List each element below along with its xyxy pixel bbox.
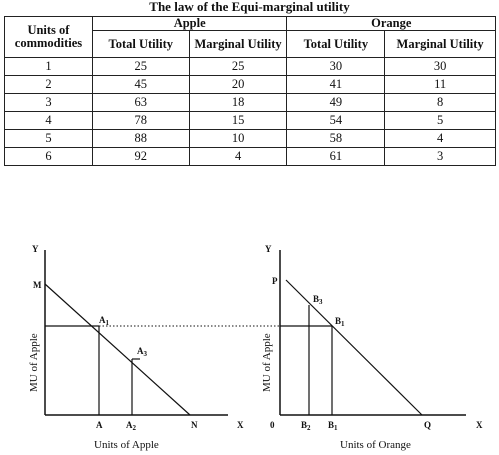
header-orange: Orange <box>286 16 496 31</box>
orange-tick-b2: B2 <box>301 420 311 432</box>
apple-y-title: MU of Apple <box>28 333 40 392</box>
header-apple-marginal-utility: Marginal Utility <box>188 30 288 58</box>
cell-units: 2 <box>4 75 93 94</box>
apple-x-label: X <box>237 420 244 430</box>
table-header-row: Units of commodities Apple Orange <box>4 16 496 58</box>
apple-point-a3: A3 <box>137 346 148 358</box>
table-row: 5 88 10 58 4 <box>4 129 496 148</box>
orange-tick-b1: B1 <box>328 420 338 432</box>
cell-apple-tu: 25 <box>91 57 190 76</box>
cell-apple-mu: 20 <box>188 75 288 94</box>
cell-units: 6 <box>4 147 93 166</box>
cell-units: 1 <box>4 57 93 76</box>
cell-apple-tu: 92 <box>91 147 190 166</box>
table-row: 6 92 4 61 3 <box>4 147 496 166</box>
apple-mu-curve <box>44 283 191 416</box>
orange-point-b3: B3 <box>313 294 323 306</box>
table-row: 3 63 18 49 8 <box>4 93 496 112</box>
cell-orange-tu: 61 <box>286 147 386 166</box>
orange-graph: Y P B3 B1 0 B2 B1 Q X MU of Apple Units … <box>261 244 483 451</box>
orange-point-q: Q <box>424 420 431 430</box>
orange-x-label: X <box>476 420 483 430</box>
orange-mu-curve <box>285 279 423 416</box>
orange-point-p: P <box>272 276 278 286</box>
header-apple-total-utility: Total Utility <box>91 30 190 58</box>
orange-point-b1: B1 <box>335 316 345 328</box>
table-row: 4 78 15 54 5 <box>4 111 496 130</box>
cell-apple-tu: 88 <box>91 129 190 148</box>
apple-graph: Y M A1 A3 A A2 N X MU of Apple Units of … <box>28 244 244 451</box>
apple-point-m: M <box>33 280 42 290</box>
table-row: 1 25 25 30 30 <box>4 57 496 76</box>
cell-apple-tu: 63 <box>91 93 190 112</box>
apple-point-n: N <box>191 420 198 430</box>
utility-table: Units of commodities Apple Orange Total … <box>4 16 496 166</box>
cell-apple-mu: 10 <box>188 129 288 148</box>
cell-apple-mu: 15 <box>188 111 288 130</box>
cell-apple-mu: 25 <box>188 57 288 76</box>
cell-orange-mu: 11 <box>384 75 496 94</box>
cell-orange-mu: 3 <box>384 147 496 166</box>
cell-units: 3 <box>4 93 93 112</box>
cell-apple-tu: 45 <box>91 75 190 94</box>
cell-orange-mu: 5 <box>384 111 496 130</box>
cell-apple-tu: 78 <box>91 111 190 130</box>
header-apple: Apple <box>91 16 288 31</box>
header-orange-marginal-utility: Marginal Utility <box>384 30 496 58</box>
orange-y-label: Y <box>265 244 272 254</box>
orange-origin: 0 <box>270 420 275 430</box>
header-orange-total-utility: Total Utility <box>286 30 386 58</box>
apple-y-label: Y <box>32 244 39 254</box>
orange-x-title: Units of Orange <box>340 439 411 451</box>
cell-orange-mu: 4 <box>384 129 496 148</box>
cell-units: 5 <box>4 129 93 148</box>
cell-apple-mu: 4 <box>188 147 288 166</box>
page-title: The law of the Equi-marginal utility <box>149 0 350 14</box>
cell-orange-tu: 54 <box>286 111 386 130</box>
cell-orange-tu: 58 <box>286 129 386 148</box>
cell-orange-mu: 8 <box>384 93 496 112</box>
orange-y-title: MU of Apple <box>261 333 273 392</box>
table-subheader-row: Total Utility Marginal Utility Total Uti… <box>5 30 496 58</box>
cell-orange-tu: 49 <box>286 93 386 112</box>
apple-point-a1: A1 <box>99 315 110 327</box>
apple-x-title: Units of Apple <box>94 439 159 451</box>
apple-tick-a2: A2 <box>126 420 137 432</box>
cell-orange-mu: 30 <box>384 57 496 76</box>
header-units-of-commodities: Units of commodities <box>4 16 93 58</box>
cell-orange-tu: 41 <box>286 75 386 94</box>
cell-units: 4 <box>4 111 93 130</box>
cell-orange-tu: 30 <box>286 57 386 76</box>
apple-tick-a: A <box>96 420 103 430</box>
mu-diagrams: Y M A1 A3 A A2 N X MU of Apple Units of … <box>28 244 483 451</box>
cell-apple-mu: 18 <box>188 93 288 112</box>
table-row: 2 45 20 41 11 <box>4 75 496 94</box>
